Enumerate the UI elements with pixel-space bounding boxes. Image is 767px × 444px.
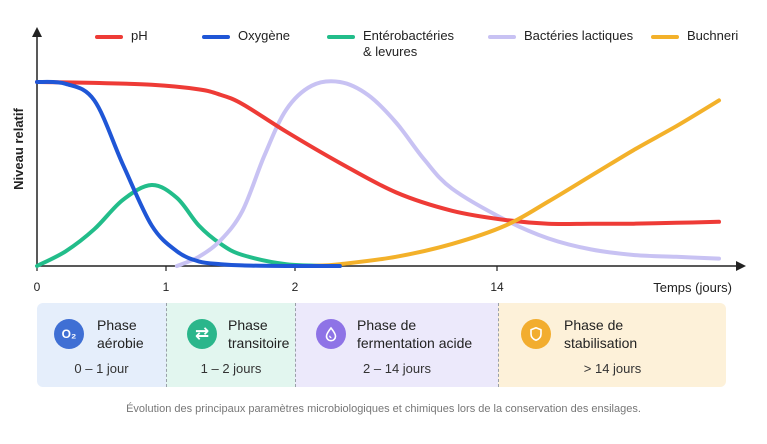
x-tick-label: 14 [490, 280, 504, 294]
phase-panel: O₂ Phase aérobie 0 – 1 jour ⇄ Phase transito… [37, 303, 726, 387]
series-line-1 [35, 80, 721, 226]
legend-label: Oxygène [238, 28, 291, 43]
x-tick-label: 1 [163, 280, 170, 294]
legend-swatch [651, 35, 679, 39]
phase-range: > 14 jours [583, 361, 642, 376]
phase-card-1: O₂ Phase aérobie 0 – 1 jour [37, 303, 166, 387]
phase-card-3: Phase de fermentation acide 2 – 14 jours [295, 303, 498, 387]
legend-label: Buchneri [687, 28, 739, 43]
phase-title: Phase de fermentation acide [357, 317, 473, 351]
legend-swatch [202, 35, 230, 39]
x-axis-label: Temps (jours) [653, 280, 732, 295]
x-tick-label: 0 [34, 280, 41, 294]
phase-title: Phase aérobie [97, 317, 144, 351]
series-line-2 [35, 79, 342, 269]
legend-swatch [95, 35, 123, 39]
series-line-3 [35, 183, 342, 268]
legend-item-4: Bactéries lactiques [488, 28, 633, 44]
series-layer [35, 79, 721, 269]
phase-range: 2 – 14 jours [363, 361, 431, 376]
legend-swatch [488, 35, 516, 39]
legend-label: pH [131, 28, 148, 43]
phase-title: Phase de stabilisation [564, 317, 638, 351]
phase-range: 1 – 2 jours [200, 361, 262, 376]
x-tick-label: 2 [292, 280, 299, 294]
phase-card-2: ⇄ Phase transitoire 1 – 2 jours [166, 303, 295, 387]
phase-card-4: Phase de stabilisation > 14 jours [498, 303, 726, 387]
exchange-arrows-icon: ⇄ [187, 319, 217, 349]
x-ticks: 0 1 2 14 [34, 266, 504, 294]
caption: Évolution des principaux paramètres micr… [126, 403, 641, 415]
series-line-4 [174, 79, 721, 268]
oxygen-icon: O₂ [54, 319, 84, 349]
shield-icon [521, 319, 551, 349]
legend-item-3: Entérobactéries & levures [327, 28, 454, 60]
phase-title: Phase transitoire [228, 317, 290, 351]
legend-item-5: Buchneri [651, 28, 738, 44]
legend: pH Oxygène Entérobactéries & levures Bactér… [0, 28, 767, 68]
legend-item-1: pH [95, 28, 148, 44]
series-line-5 [309, 98, 721, 268]
legend-label: Bactéries lactiques [524, 28, 634, 43]
phase-range: 0 – 1 jour [74, 361, 129, 376]
chart: 0 1 2 14 Niveau relatif Temps (jours) [11, 27, 746, 295]
legend-label: Entérobactéries & levures [363, 28, 455, 59]
legend-item-2: Oxygène [202, 28, 290, 44]
acid-drop-icon [316, 319, 346, 349]
legend-swatch [327, 35, 355, 39]
y-axis-label: Niveau relatif [11, 108, 26, 190]
